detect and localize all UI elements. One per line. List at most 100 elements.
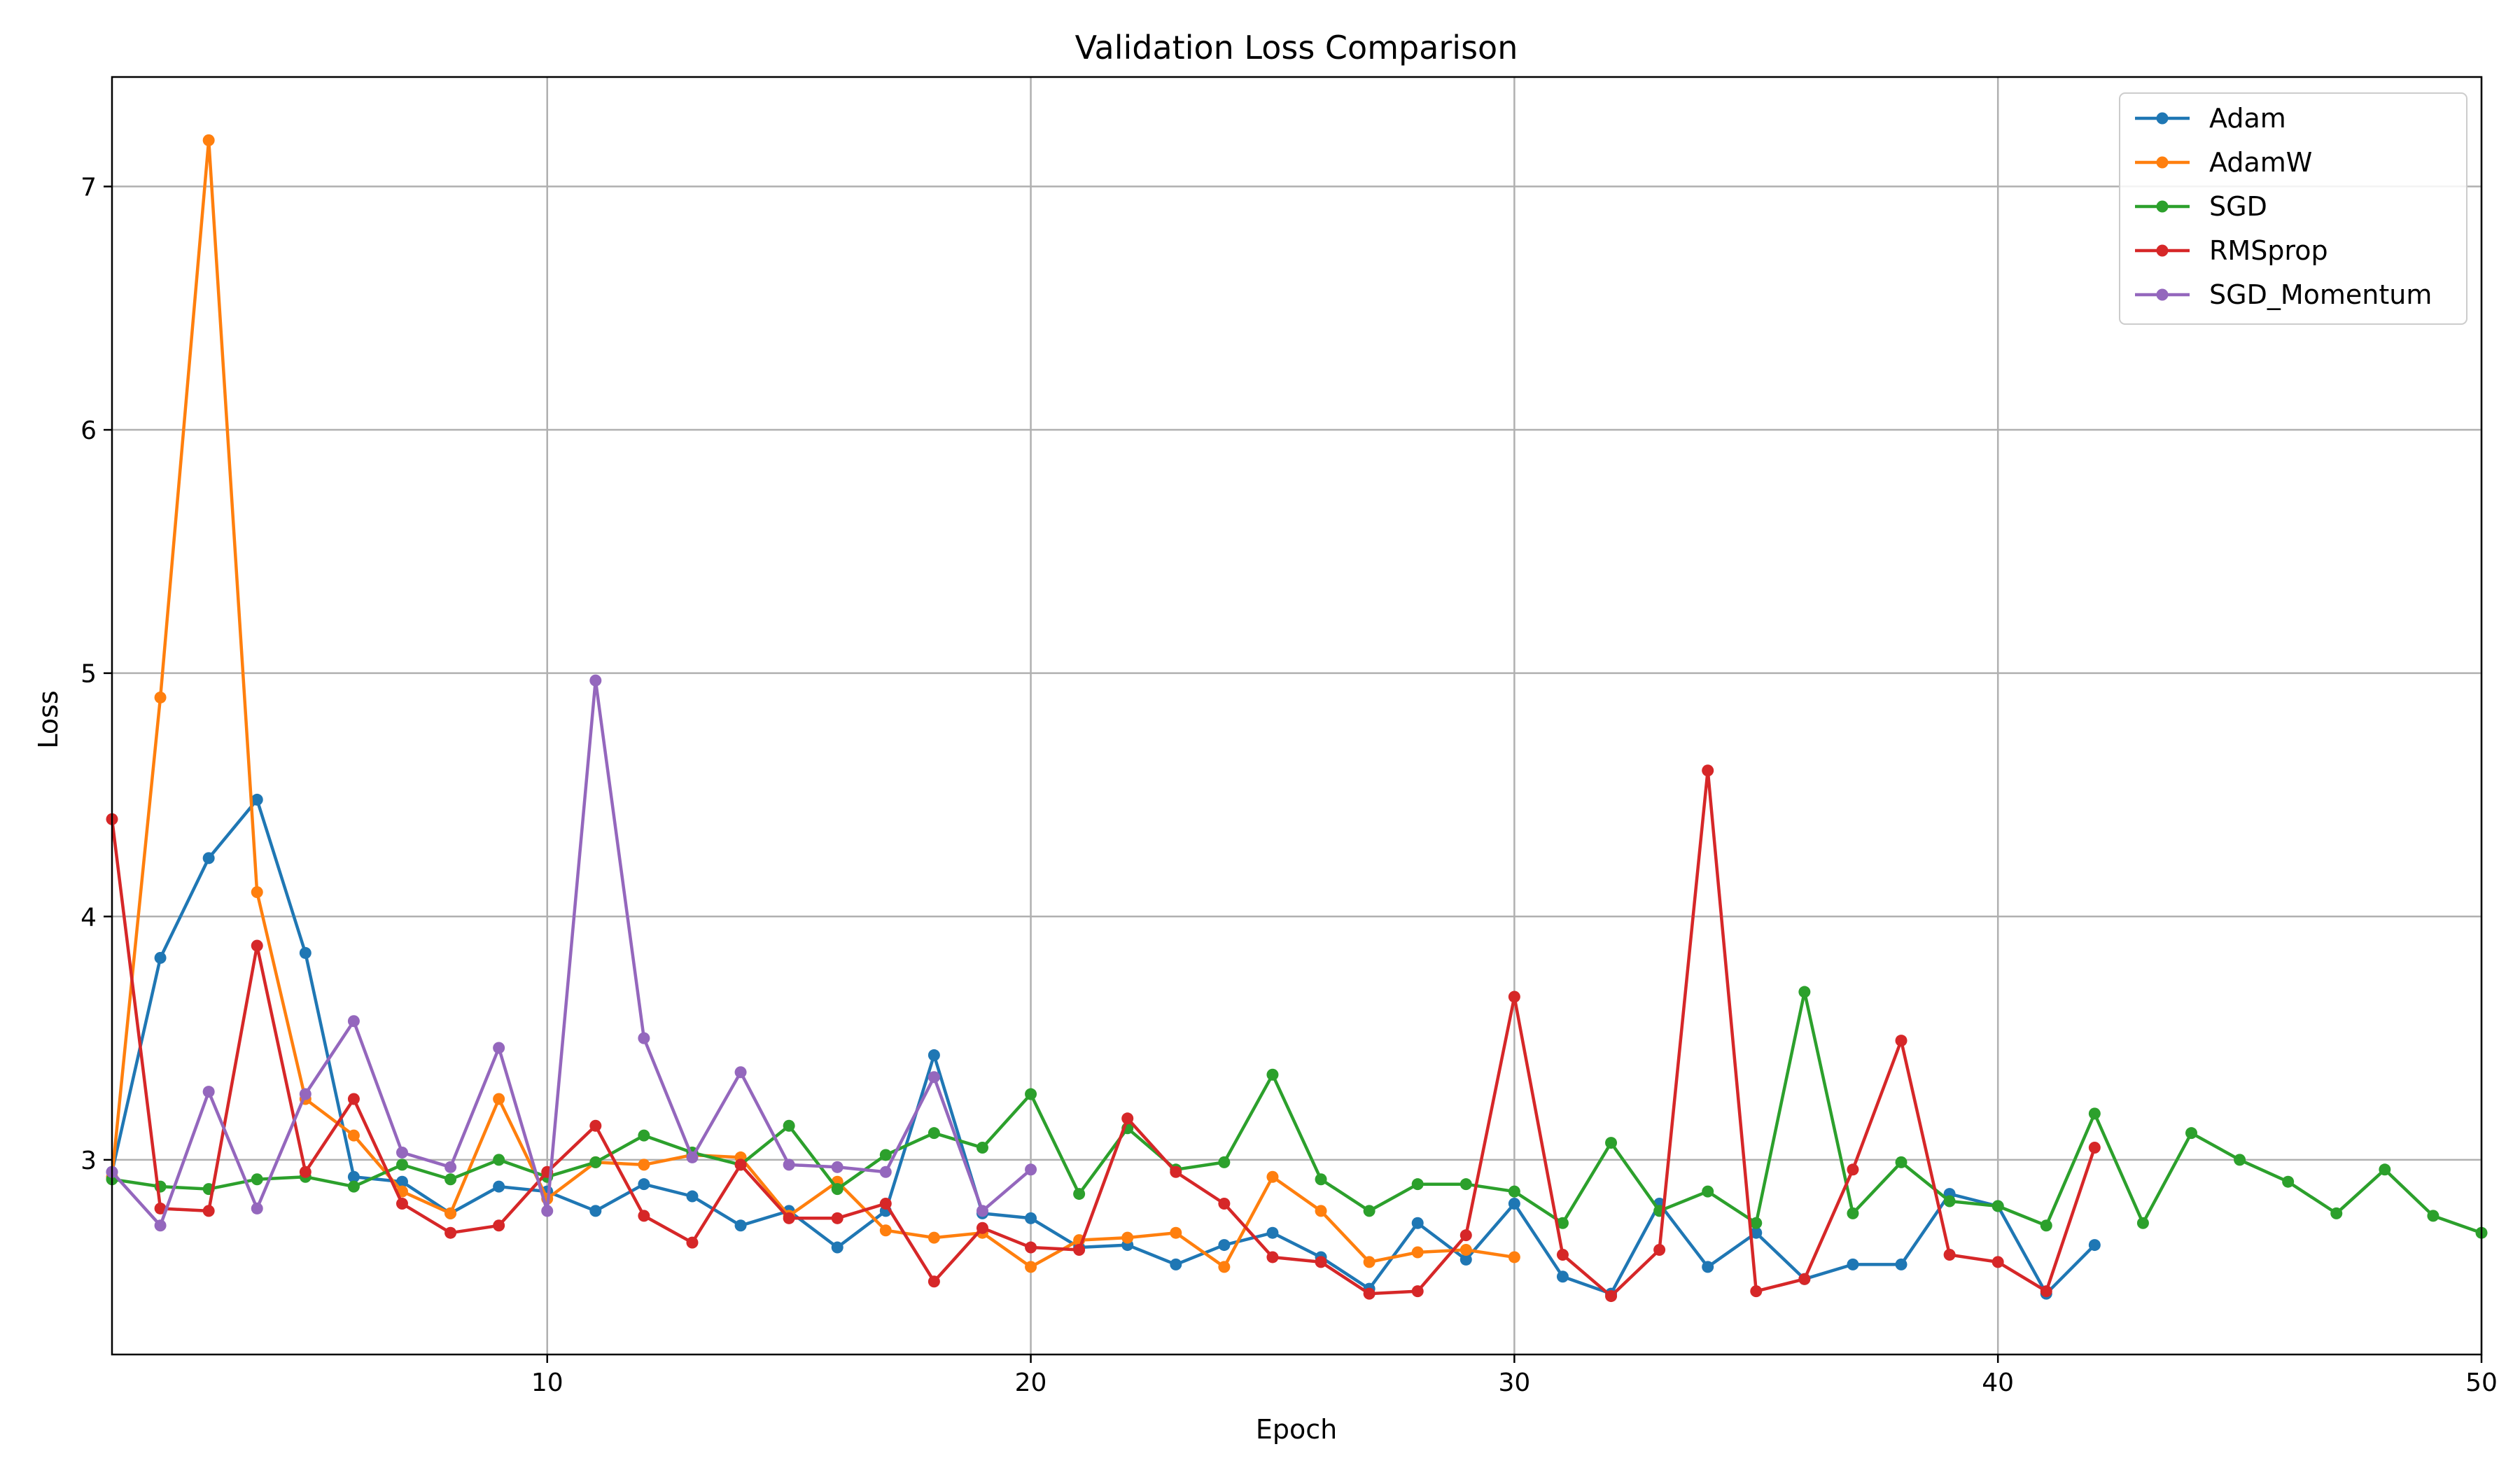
data-point-rmsprop xyxy=(1943,1248,1956,1261)
data-point-sgd xyxy=(347,1180,360,1193)
data-point-adamw xyxy=(927,1231,940,1244)
axis-ticks: 10 20 30 40 50 3 4 5 6 7 xyxy=(80,173,2498,1397)
data-point-rmsprop xyxy=(347,1093,360,1105)
x-tick-label: 50 xyxy=(2465,1368,2498,1397)
x-axis-label: Epoch xyxy=(1256,1414,1337,1445)
data-point-rmsprop xyxy=(493,1219,505,1232)
data-point-rmsprop xyxy=(976,1222,988,1234)
data-point-adamw xyxy=(1218,1261,1231,1273)
data-point-rmsprop xyxy=(251,939,263,952)
data-point-sgd xyxy=(783,1119,795,1132)
legend-swatch-marker xyxy=(2156,244,2169,257)
legend-label: Adam xyxy=(2209,103,2286,134)
legend-item-rmsprop: RMSprop xyxy=(2135,235,2328,266)
data-point-sgd xyxy=(831,1183,844,1196)
y-tick-label: 6 xyxy=(80,416,97,445)
data-point-sgd-momentum xyxy=(927,1071,940,1084)
legend-item-sgd-momentum: SGD_Momentum xyxy=(2135,279,2432,310)
legend: Adam AdamW SGD RMSprop SGD_Momentum xyxy=(2119,92,2468,325)
data-point-rmsprop xyxy=(299,1166,312,1178)
y-tick-label: 4 xyxy=(80,903,97,932)
data-point-rmsprop xyxy=(589,1119,602,1132)
data-point-adamw xyxy=(1508,1251,1520,1264)
legend-item-sgd: SGD xyxy=(2135,191,2267,222)
data-point-rmsprop xyxy=(444,1226,457,1239)
data-point-rmsprop xyxy=(1991,1256,2004,1268)
legend-item-adamw: AdamW xyxy=(2135,147,2312,178)
legend-swatch-marker xyxy=(2156,200,2169,213)
data-point-rmsprop xyxy=(1508,990,1520,1003)
data-point-sgd xyxy=(1847,1207,1859,1219)
x-tick-label: 20 xyxy=(1015,1368,1047,1397)
data-point-rmsprop xyxy=(1266,1251,1279,1264)
data-point-adam xyxy=(1847,1258,1859,1270)
data-point-rmsprop xyxy=(927,1275,940,1288)
series-line-sgd-momentum xyxy=(111,678,1032,1228)
data-point-rmsprop xyxy=(1702,764,1714,777)
data-point-sgd xyxy=(2330,1207,2343,1219)
data-point-adamw xyxy=(1121,1231,1134,1244)
data-point-rmsprop xyxy=(1315,1256,1327,1268)
data-point-rmsprop xyxy=(1121,1112,1134,1125)
data-point-sgd-momentum xyxy=(347,1015,360,1028)
data-point-adam xyxy=(1266,1226,1279,1239)
data-point-rmsprop xyxy=(734,1158,747,1171)
data-point-sgd xyxy=(2040,1219,2052,1232)
legend-label: SGD_Momentum xyxy=(2209,279,2432,310)
data-point-sgd xyxy=(2427,1210,2440,1222)
data-point-adamw xyxy=(202,134,215,146)
data-point-adamw xyxy=(347,1129,360,1142)
data-point-adamw xyxy=(1363,1256,1376,1268)
data-point-sgd xyxy=(1605,1137,1618,1149)
data-point-adam xyxy=(202,852,215,864)
data-point-sgd xyxy=(2282,1175,2295,1188)
data-point-rmsprop xyxy=(1750,1285,1763,1298)
chart-title: Validation Loss Comparison xyxy=(1075,29,1518,66)
data-point-adamw xyxy=(1315,1205,1327,1217)
legend-label: AdamW xyxy=(2209,147,2312,178)
plot-frame xyxy=(111,76,2483,1356)
data-point-sgd xyxy=(2379,1163,2391,1176)
data-point-adamw xyxy=(1411,1246,1424,1259)
series-layer xyxy=(106,134,2488,1303)
data-point-sgd-momentum xyxy=(493,1042,505,1054)
data-point-sgd xyxy=(1315,1173,1327,1186)
data-point-adamw xyxy=(1266,1170,1279,1183)
data-point-sgd xyxy=(1266,1068,1279,1081)
data-point-adam xyxy=(1218,1239,1231,1252)
grid xyxy=(112,77,2483,1354)
data-point-rmsprop xyxy=(783,1212,795,1224)
data-point-adam xyxy=(686,1190,699,1203)
data-point-sgd xyxy=(1750,1217,1763,1229)
x-tick-label: 30 xyxy=(1498,1368,1530,1397)
y-tick-label: 5 xyxy=(80,660,97,689)
data-point-rmsprop xyxy=(879,1197,892,1210)
data-point-rmsprop xyxy=(1653,1244,1666,1256)
data-point-rmsprop xyxy=(1847,1163,1859,1176)
data-point-sgd xyxy=(976,1142,988,1154)
data-point-sgd xyxy=(1218,1156,1231,1168)
data-point-sgd xyxy=(1556,1217,1569,1229)
data-point-rmsprop xyxy=(1556,1248,1569,1261)
data-point-rmsprop xyxy=(1605,1290,1618,1303)
data-point-sgd xyxy=(396,1158,408,1171)
data-point-adam xyxy=(251,793,263,806)
data-point-adam xyxy=(831,1241,844,1254)
data-point-adamw xyxy=(1025,1261,1037,1273)
data-point-rmsprop xyxy=(1073,1244,1086,1256)
data-point-adam xyxy=(1170,1258,1182,1270)
data-point-rmsprop xyxy=(1798,1273,1811,1285)
data-point-sgd-momentum xyxy=(589,674,602,687)
y-axis-label: Loss xyxy=(33,690,64,748)
data-point-adam xyxy=(347,1170,360,1183)
data-point-sgd xyxy=(589,1156,602,1168)
data-point-rmsprop xyxy=(1025,1241,1037,1254)
data-point-sgd-momentum xyxy=(202,1086,215,1098)
data-point-adamw xyxy=(444,1207,457,1219)
data-point-sgd xyxy=(493,1154,505,1166)
data-point-sgd-momentum xyxy=(299,1088,312,1100)
data-point-rmsprop xyxy=(686,1236,699,1249)
data-point-sgd xyxy=(2234,1154,2246,1166)
